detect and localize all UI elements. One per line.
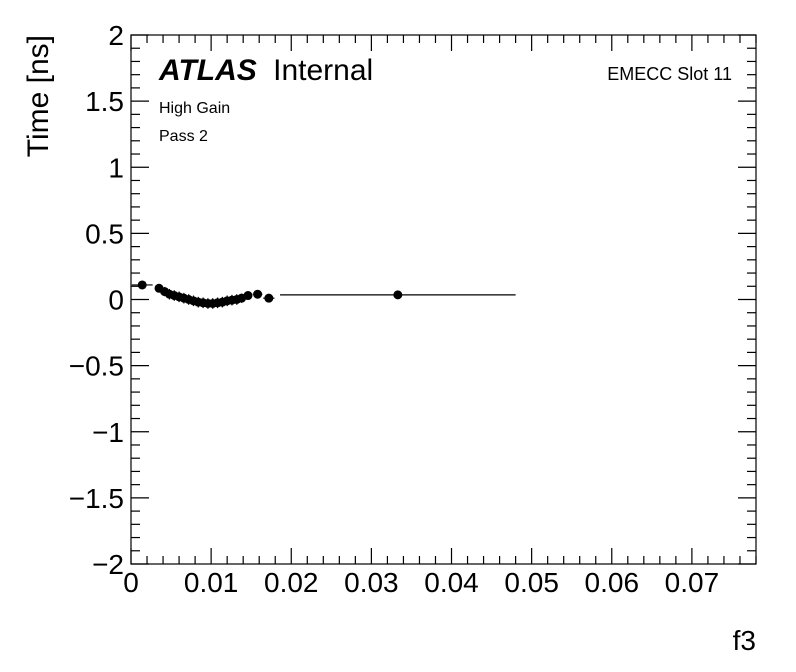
x-axis-label: f3 — [733, 625, 756, 656]
x-axis-ticks — [130, 35, 757, 564]
point-marker — [243, 291, 253, 301]
point-marker — [393, 290, 403, 300]
x-tick-label: 0.07 — [665, 567, 720, 598]
x-tick-label: 0.01 — [184, 567, 239, 598]
x-tick-label: 0 — [123, 567, 139, 598]
y-tick-label: 1 — [108, 152, 124, 183]
data-point — [243, 291, 253, 301]
point-marker — [264, 293, 274, 303]
y-tick-label: 0 — [108, 285, 124, 316]
x-tick-label: 0.02 — [264, 567, 319, 598]
y-tick-label: −1 — [92, 417, 124, 448]
gain-label: High Gain — [159, 100, 230, 117]
atlas-internal: Internal — [273, 54, 373, 87]
y-tick-label: −1.5 — [69, 483, 124, 514]
atlas-brand: ATLAS — [158, 54, 257, 87]
slot-label: EMECC Slot 11 — [607, 64, 732, 84]
point-marker — [137, 280, 147, 290]
x-axis-tick-labels: 0 0.01 0.02 0.03 0.04 0.05 0.06 0.07 — [123, 567, 719, 598]
x-tick-label: 0.03 — [344, 567, 399, 598]
y-tick-label: 0.5 — [85, 218, 124, 249]
data-point — [280, 290, 516, 300]
x-tick-label: 0.06 — [585, 567, 640, 598]
data-point — [263, 293, 275, 303]
data-point — [252, 289, 263, 299]
data-point — [131, 280, 153, 290]
atlas-label: ATLAS Internal — [158, 54, 373, 87]
y-axis-ticks — [131, 34, 756, 565]
point-marker — [253, 289, 263, 299]
y-axis-tick-labels: −2 −1.5 −1 −0.5 0 0.5 1 1.5 2 — [69, 20, 124, 580]
y-tick-label: −0.5 — [69, 351, 124, 382]
pass-label: Pass 2 — [159, 128, 208, 145]
y-tick-label: −2 — [92, 549, 124, 580]
data-points — [131, 280, 516, 309]
x-tick-label: 0.04 — [424, 567, 479, 598]
y-tick-label: 1.5 — [85, 86, 124, 117]
x-tick-label: 0.05 — [504, 567, 559, 598]
y-axis-label: Time [ns] — [22, 35, 55, 157]
y-tick-label: 2 — [108, 20, 124, 51]
